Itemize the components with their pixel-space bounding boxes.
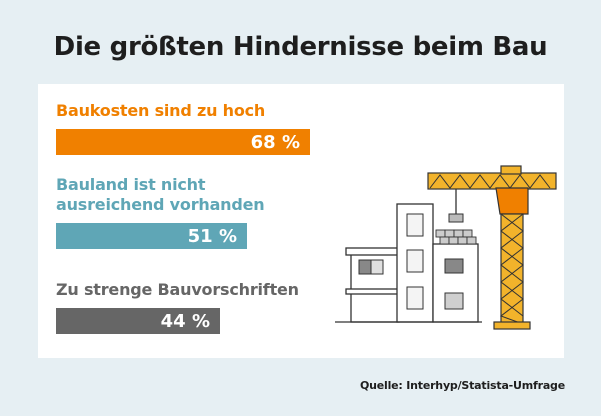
source-note: Quelle: Interhyp/Statista-Umfrage: [359, 379, 565, 392]
bar-value-label: 44 %: [160, 311, 210, 332]
category-label: Zu strenge Bauvorschriften: [56, 280, 299, 299]
bar-value-label: 51 %: [187, 226, 237, 247]
bar: 51 %: [56, 223, 247, 249]
chart-title: Die größten Hindernisse beim Bau: [53, 32, 548, 62]
bar: 68 %: [56, 129, 310, 155]
crane-icon: [427, 165, 557, 330]
category-label: ausreichend vorhanden: [56, 195, 265, 214]
category-label: Bauland ist nicht: [56, 175, 206, 194]
bar: 44 %: [56, 308, 220, 334]
category-label: Baukosten sind zu hoch: [56, 101, 266, 120]
bar-value-label: 68 %: [250, 132, 300, 153]
building-icon: [335, 203, 482, 323]
